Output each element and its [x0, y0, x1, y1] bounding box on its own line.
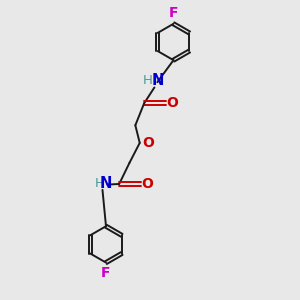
- Text: O: O: [167, 96, 178, 110]
- Text: H: H: [143, 74, 153, 87]
- Text: O: O: [142, 136, 154, 150]
- Text: N: N: [152, 73, 164, 88]
- Text: F: F: [169, 6, 178, 20]
- Text: N: N: [100, 176, 112, 190]
- Text: H: H: [94, 177, 104, 190]
- Text: O: O: [142, 177, 154, 191]
- Text: F: F: [101, 266, 111, 280]
